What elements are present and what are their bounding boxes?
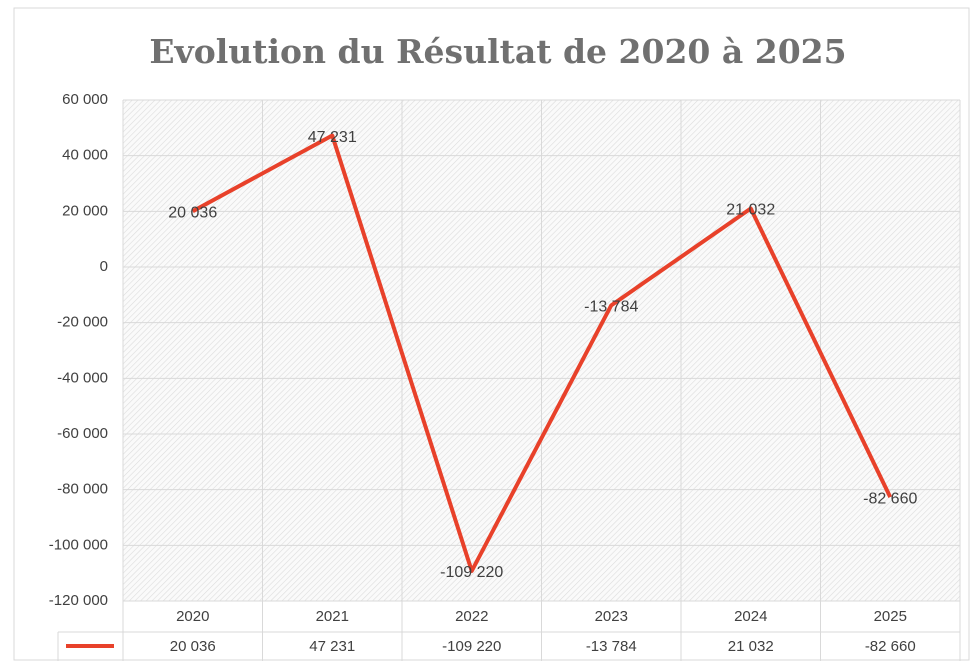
x-tick-label: 2023 <box>595 608 628 625</box>
y-tick-label: 40 000 <box>62 147 108 164</box>
y-tick-label: -20 000 <box>57 314 108 331</box>
y-tick-label: -80 000 <box>57 481 108 498</box>
data-label: -13 784 <box>584 299 638 316</box>
table-value: 21 032 <box>728 638 774 655</box>
line <box>191 133 893 573</box>
x-tick-label: 2022 <box>455 608 488 625</box>
x-tick-label: 2025 <box>874 608 907 625</box>
data-label: 47 231 <box>308 129 357 146</box>
x-tick-label: 2024 <box>734 608 767 625</box>
table-value: -109 220 <box>442 638 501 655</box>
table-value: -82 660 <box>865 638 916 655</box>
y-tick-label: 60 000 <box>62 91 108 108</box>
x-tick-label: 2021 <box>316 608 349 625</box>
y-tick-label: 0 <box>100 258 108 275</box>
x-tick-label: 2020 <box>176 608 209 625</box>
y-tick-label: -60 000 <box>57 425 108 442</box>
y-tick-label: -40 000 <box>57 369 108 386</box>
data-label: 21 032 <box>726 202 775 219</box>
table-value: -13 784 <box>586 638 637 655</box>
chart-title: Evolution du Résultat de 2020 à 2025 <box>149 32 846 71</box>
table-value: 20 036 <box>170 638 216 655</box>
table-value: 47 231 <box>309 638 355 655</box>
y-tick-label: -120 000 <box>49 592 108 609</box>
data-label: -82 660 <box>863 490 917 507</box>
data-label: -109 220 <box>440 564 503 581</box>
y-tick-label: -100 000 <box>49 536 108 553</box>
y-tick-label: 20 000 <box>62 202 108 219</box>
data-label: 20 036 <box>168 204 217 221</box>
